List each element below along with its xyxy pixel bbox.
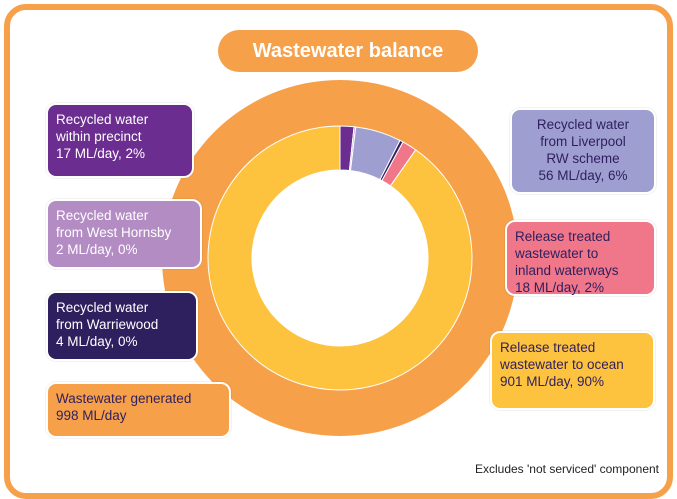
frame — [4, 4, 673, 499]
value-label: 18 ML/day, 2% — [515, 280, 605, 295]
label-box: Wastewater generated 998 ML/day — [46, 382, 231, 438]
value-label: 998 ML/day — [56, 408, 127, 423]
label-box: Release treated wastewater to inland wat… — [505, 220, 656, 296]
value-label: 4 ML/day, 0% — [56, 334, 138, 349]
value-label: 17 ML/day, 2% — [56, 146, 146, 161]
label-name: Recycled water from Warriewood — [56, 300, 159, 332]
label-name: Release treated wastewater to ocean — [500, 340, 624, 372]
label-box: Recycled water from Liverpool RW scheme 5… — [510, 108, 656, 194]
label-box: Recycled water from West Hornsby 2 ML/day… — [46, 199, 202, 269]
label-name: Release treated wastewater to inland wat… — [515, 229, 619, 278]
chart-title: Wastewater balance — [218, 30, 478, 72]
label-name: Recycled water within precinct — [56, 112, 149, 144]
label-name: Recycled water from West Hornsby — [56, 208, 172, 240]
label-box: Recycled water within precinct 17 ML/day,… — [46, 103, 194, 178]
label-name: Wastewater generated — [56, 391, 192, 406]
value-label: 2 ML/day, 0% — [56, 242, 138, 257]
value-label: 56 ML/day, 6% — [538, 168, 628, 183]
footnote: Excludes 'not serviced' component — [474, 462, 659, 476]
label-box: Release treated wastewater to ocean 901 M… — [490, 331, 655, 410]
donut-segment — [207, 125, 473, 391]
value-label: 901 ML/day, 90% — [500, 374, 605, 389]
label-box: Recycled water from Warriewood 4 ML/day, … — [46, 291, 198, 361]
label-name: Recycled water from Liverpool RW scheme — [536, 117, 630, 166]
